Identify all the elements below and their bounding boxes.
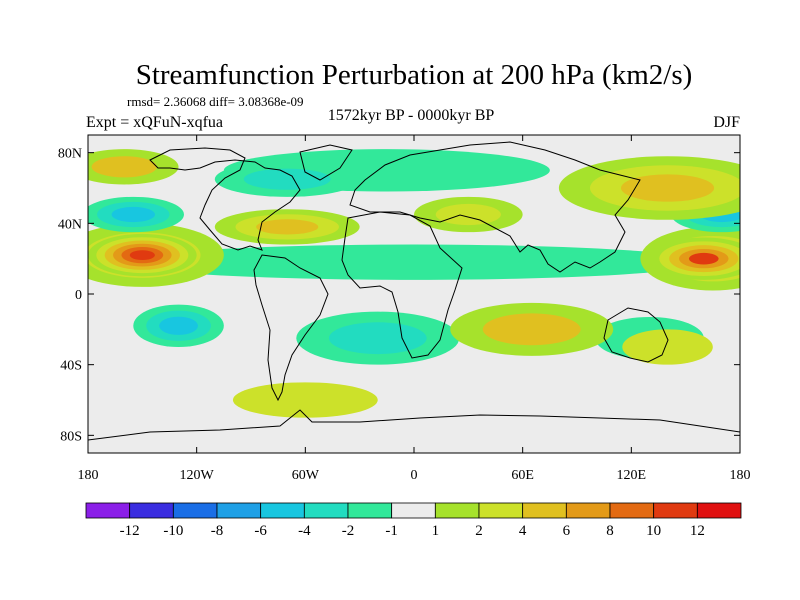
y-tick-label-1: 40N [58, 217, 82, 232]
y-tick-label-0: 80N [58, 147, 82, 162]
coastline-australia [603, 307, 669, 363]
x-tick-label-4: 60E [511, 468, 534, 483]
season-label: DJF [713, 114, 740, 131]
colorbar-swatch-6 [347, 502, 393, 519]
coastline-north-america [149, 147, 301, 251]
colorbar-swatch-11 [565, 502, 611, 519]
coastline-europe [349, 141, 641, 273]
colorbar-label-13: 12 [690, 523, 705, 539]
y-tick-label-4: 80S [60, 429, 82, 444]
anomaly-contour-6-1 [328, 322, 427, 355]
colorbar-swatch-7 [391, 502, 436, 519]
x-tick-label-6: 180 [730, 468, 751, 483]
x-tick-label-3: 0 [411, 468, 418, 483]
colorbar-label-3: -6 [254, 523, 267, 539]
colorbar-label-2: -8 [211, 523, 224, 539]
colorbar-swatch-9 [478, 502, 524, 519]
anomaly-contour-13-2 [256, 219, 319, 235]
colorbar-label-7: 1 [432, 523, 440, 539]
stats-label: rmsd= 2.36068 diff= 3.08368e-09 [127, 94, 304, 109]
anomaly-field [88, 149, 740, 418]
anomaly-contour-5-1 [435, 203, 501, 226]
colorbar-swatch-8 [434, 502, 480, 519]
x-tick-label-1: 120W [180, 468, 215, 483]
x-tick-label-5: 120E [617, 468, 647, 483]
colorbar-swatch-13 [653, 502, 698, 519]
colorbar-swatch-14 [696, 502, 742, 519]
anomaly-contour-4-0 [622, 329, 713, 365]
colorbar-swatch-2 [172, 502, 218, 519]
colorbar-swatch-12 [609, 502, 655, 519]
chart-title: Streamfunction Perturbation at 200 hPa (… [136, 59, 693, 91]
map-plot-area: 180 120W 60W 0 60E 120E 180 80N 40N 0 40S 80S [58, 134, 751, 483]
axis-ticks: 180 120W 60W 0 60E 120E 180 80N 40N 0 40S 80S [58, 135, 751, 483]
colorbar-label-11: 8 [606, 523, 614, 539]
anomaly-contour-14-2 [620, 174, 715, 202]
colorbar-label-6: -1 [385, 523, 398, 539]
colorbar-label-4: -4 [298, 523, 311, 539]
anomaly-contour-9-1 [482, 313, 581, 346]
colorbar-label-1: -10 [163, 523, 183, 539]
colorbar-label-0: -12 [120, 523, 140, 539]
colorbar-swatch-0 [85, 502, 131, 519]
colorbar-label-10: 6 [563, 523, 571, 539]
colorbar-swatch-4 [260, 502, 305, 519]
colorbar-swatch-1 [129, 502, 174, 519]
coastline-greenland [299, 144, 353, 181]
colorbar-swatch-5 [303, 502, 349, 519]
colorbar-label-5: -2 [342, 523, 355, 539]
period-label: 1572kyr BP - 0000kyr BP [328, 107, 495, 124]
coastline-africa [341, 211, 463, 359]
anomaly-contour-8-1 [91, 156, 157, 178]
y-tick-label-3: 40S [60, 359, 82, 374]
anomaly-contour-15-2 [159, 316, 198, 335]
coastline-antarctica [88, 409, 740, 441]
colorbar-swatch-3 [216, 502, 262, 519]
experiment-label: Expt = xQFuN-xqfua [86, 114, 223, 131]
colorbar-label-12: 10 [646, 523, 661, 539]
anomaly-contour-3-0 [232, 382, 378, 418]
x-tick-label-2: 60W [292, 468, 320, 483]
colorbar-label-8: 2 [475, 523, 483, 539]
anomaly-contour-17-4 [688, 252, 719, 265]
anomaly-contour-16-2 [111, 206, 156, 223]
coastlines [88, 141, 740, 441]
x-tick-label-0: 180 [78, 468, 99, 483]
colorbar-swatch-10 [522, 502, 567, 519]
colorbar: -12 -10 -8 -6 -4 -2 -1 1 2 4 6 8 10 12 [85, 502, 742, 539]
colorbar-label-9: 4 [519, 523, 527, 539]
anomaly-contour-18-5 [129, 250, 155, 261]
coastline-south-america [253, 254, 329, 402]
y-tick-label-2: 0 [75, 288, 82, 303]
